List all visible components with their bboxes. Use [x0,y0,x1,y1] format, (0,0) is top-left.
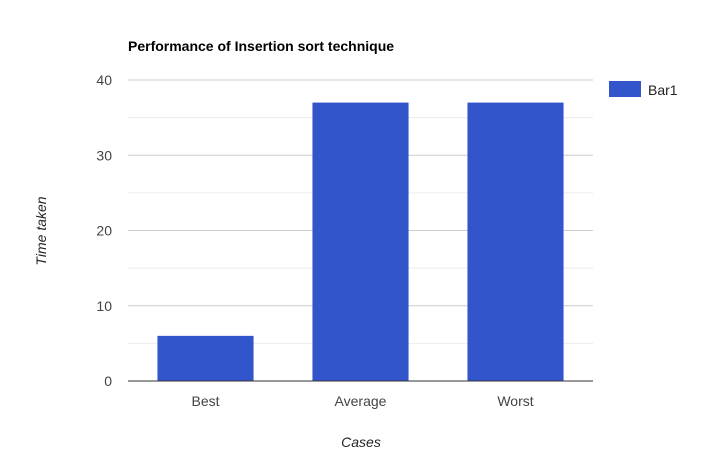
bar[interactable] [157,335,254,381]
y-tick-label: 0 [104,373,112,389]
x-axis-ticks: Best Average Worst [191,393,533,409]
chart-title: Performance of Insertion sort technique [128,38,394,54]
bar[interactable] [312,102,409,381]
legend-label: Bar1 [648,82,678,98]
y-tick-label: 10 [96,298,112,314]
bar[interactable] [467,102,564,381]
x-axis-title: Cases [341,434,381,450]
legend-swatch [609,81,641,97]
legend[interactable]: Bar1 [609,81,678,98]
x-tick-label: Average [335,393,387,409]
bars [157,102,564,381]
y-tick-label: 20 [96,223,112,239]
y-tick-label: 40 [96,72,112,88]
y-axis-ticks: 0 10 20 30 40 [96,72,112,389]
y-tick-label: 30 [96,147,112,163]
x-tick-label: Worst [497,393,533,409]
x-tick-label: Best [191,393,219,409]
y-axis-title: Time taken [33,196,49,265]
